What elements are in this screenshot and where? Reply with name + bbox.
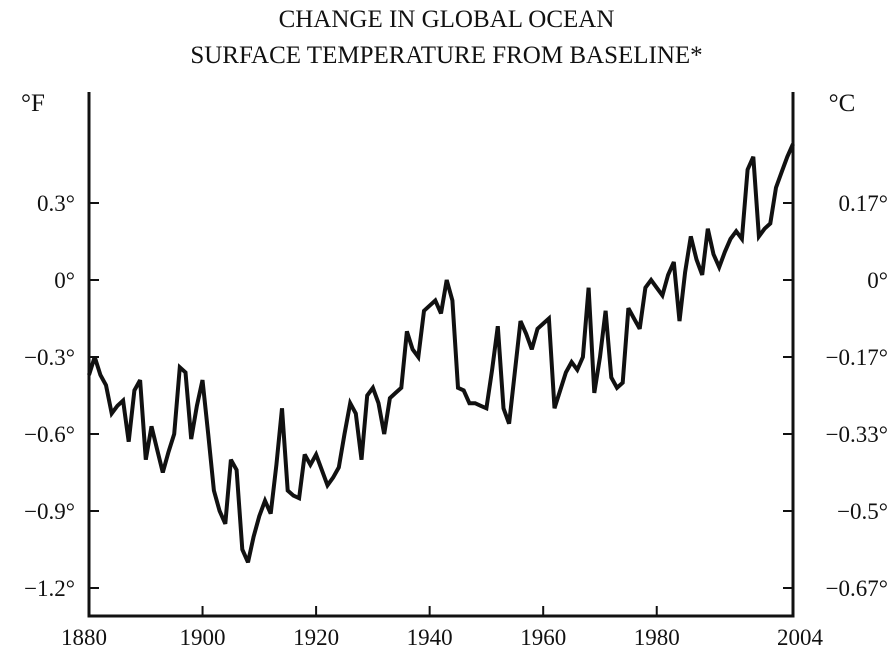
y-right-tick-label: 0°: [867, 268, 888, 293]
temperature-series-line: [87, 143, 795, 564]
y-right-tick-label: −0.33°: [826, 422, 888, 447]
chart-title-line-1: CHANGE IN GLOBAL OCEAN: [278, 6, 615, 33]
y-left-tick-label: 0°: [54, 268, 75, 293]
x-tick-label: 2004: [777, 625, 824, 650]
y-left-tick-label: −0.3°: [24, 345, 75, 370]
x-tick-label: 1960: [520, 625, 566, 650]
y-right-tick-label: −0.17°: [826, 345, 888, 370]
x-tick-label: 1940: [407, 625, 453, 650]
y-right-tick-label: −0.67°: [826, 576, 888, 601]
y-left-tick-label: −0.6°: [24, 422, 75, 447]
chart-title-line-2: SURFACE TEMPERATURE FROM BASELINE*: [190, 42, 703, 69]
y-left-unit-label: °F: [21, 90, 45, 117]
y-right-tick-label: 0.17°: [839, 191, 888, 216]
x-tick-label: 1980: [634, 625, 680, 650]
x-tick-label: 1880: [61, 625, 107, 650]
chart-axes: 0.3° 0° −0.3° −0.6° −0.9° −1.2° 0.17° 0° −0.17° −…: [24, 92, 888, 650]
x-tick-label: 1900: [180, 625, 226, 650]
chart-marks: [87, 143, 795, 564]
y-left-tick-label: 0.3°: [37, 191, 75, 216]
x-tick-label: 1920: [293, 625, 339, 650]
y-left-tick-label: −0.9°: [24, 499, 75, 524]
y-right-tick-label: −0.5°: [837, 499, 888, 524]
y-right-unit-label: °C: [829, 90, 856, 117]
y-left-tick-label: −1.2°: [24, 576, 75, 601]
